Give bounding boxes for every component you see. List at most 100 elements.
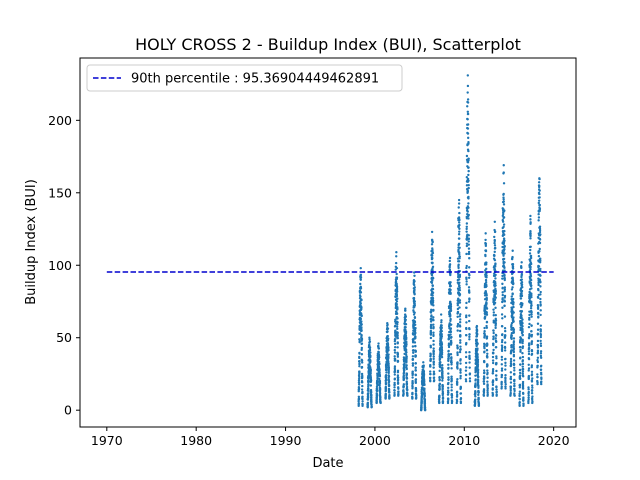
scatter-point xyxy=(520,294,524,297)
scatter-point xyxy=(468,297,471,300)
scatter-point xyxy=(360,329,363,332)
scatter-point xyxy=(403,369,406,372)
scatter-point xyxy=(492,329,495,332)
scatter-point xyxy=(393,355,396,358)
scatter-point xyxy=(530,292,533,295)
scatter-point xyxy=(484,242,488,245)
scatter-point xyxy=(530,384,534,387)
scatter-point xyxy=(501,317,504,320)
scatter-point xyxy=(494,334,498,337)
scatter-point xyxy=(484,249,488,253)
scatter-point xyxy=(504,329,507,333)
scatter-point xyxy=(449,305,453,308)
scatter-point xyxy=(495,374,498,377)
scatter-point xyxy=(521,340,524,343)
scatter-point xyxy=(430,281,434,285)
scatter-point xyxy=(466,177,470,181)
scatter-point xyxy=(450,389,453,392)
scatter-point xyxy=(406,388,409,392)
scatter-point xyxy=(485,284,488,288)
scatter-point xyxy=(456,344,459,347)
scatter-point xyxy=(423,394,426,398)
scatter-point xyxy=(521,372,524,375)
scatter-point xyxy=(468,319,471,323)
scatter-point xyxy=(386,327,390,330)
scatter-point xyxy=(482,388,486,391)
scatter-point xyxy=(449,303,453,306)
scatter-point xyxy=(393,381,396,385)
scatter-point xyxy=(387,356,390,360)
scatter-point xyxy=(465,230,468,233)
scatter-point xyxy=(510,337,513,341)
scatter-point xyxy=(530,392,534,395)
scatter-point xyxy=(466,189,469,192)
scatter-point xyxy=(358,340,361,343)
scatter-point xyxy=(513,394,516,397)
scatter-point xyxy=(494,326,497,330)
scatter-point xyxy=(438,382,441,386)
scatter-point xyxy=(440,334,443,338)
scatter-point xyxy=(518,401,521,404)
scatter-point xyxy=(536,364,539,367)
scatter-point xyxy=(411,373,414,377)
scatter-point xyxy=(395,290,399,293)
scatter-point xyxy=(500,355,504,359)
scatter-point xyxy=(368,346,372,349)
scatter-point xyxy=(360,353,364,356)
scatter-point xyxy=(465,242,469,245)
scatter-point xyxy=(357,385,361,389)
scatter-point xyxy=(414,387,418,390)
scatter-point xyxy=(464,351,468,354)
scatter-point xyxy=(449,284,452,288)
scatter-point xyxy=(423,383,426,387)
scatter-point xyxy=(357,383,361,386)
scatter-point xyxy=(529,254,533,258)
scatter-point xyxy=(456,272,460,276)
scatter-point xyxy=(393,338,397,341)
scatter-point xyxy=(395,255,398,258)
scatter-point xyxy=(518,403,521,407)
scatter-point xyxy=(518,368,522,372)
scatter-point xyxy=(503,315,507,318)
scatter-point xyxy=(467,206,470,209)
scatter-point xyxy=(495,362,498,365)
scatter-point xyxy=(396,342,399,345)
scatter-point xyxy=(482,382,486,386)
scatter-point xyxy=(441,371,444,375)
scatter-point xyxy=(431,299,435,302)
scatter-point xyxy=(432,304,435,307)
scatter-point xyxy=(360,314,363,318)
scatter-point xyxy=(491,391,494,395)
scatter-point xyxy=(536,375,539,379)
scatter-point xyxy=(501,300,504,304)
scatter-point xyxy=(539,365,543,368)
scatter-point xyxy=(446,389,450,392)
scatter-point xyxy=(396,317,399,320)
scatter-point xyxy=(464,369,468,372)
scatter-point xyxy=(386,339,390,342)
scatter-point xyxy=(358,352,361,355)
scatter-point xyxy=(539,335,543,339)
scatter-point xyxy=(539,257,542,260)
scatter-point xyxy=(393,373,396,376)
scatter-point xyxy=(422,375,426,379)
scatter-point xyxy=(518,392,521,396)
scatter-point xyxy=(413,289,416,293)
scatter-point xyxy=(450,335,453,339)
scatter-point xyxy=(510,288,514,291)
scatter-point xyxy=(493,280,497,284)
scatter-point xyxy=(457,233,461,236)
scatter-point xyxy=(501,220,505,223)
scatter-point xyxy=(395,294,399,298)
scatter-point xyxy=(456,362,459,365)
scatter-point xyxy=(423,408,427,412)
scatter-point xyxy=(387,349,390,352)
scatter-point xyxy=(518,397,521,401)
scatter-point xyxy=(357,397,361,400)
scatter-point xyxy=(492,348,495,352)
scatter-point xyxy=(528,297,532,300)
scatter-point xyxy=(482,375,486,378)
scatter-point xyxy=(528,322,531,326)
scatter-point xyxy=(476,356,479,359)
scatter-point xyxy=(504,383,507,386)
